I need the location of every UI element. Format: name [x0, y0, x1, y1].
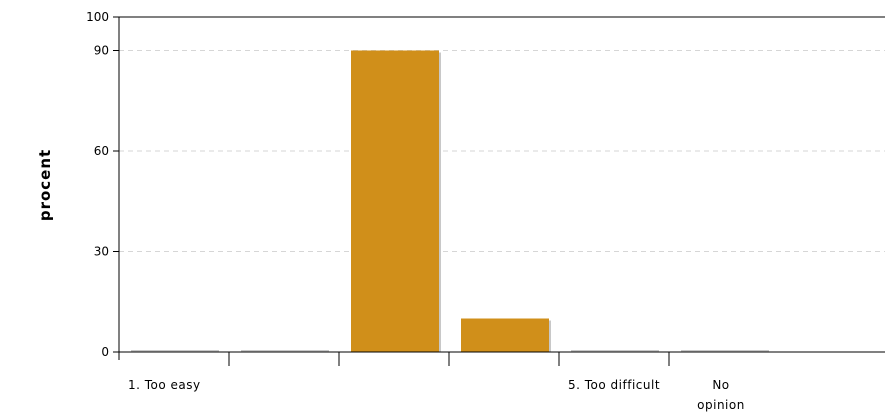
- x-tick-label: 5. Too difficult: [568, 378, 660, 392]
- bar-zero: [681, 350, 769, 352]
- y-tick-label: 90: [94, 44, 109, 58]
- y-tick-label: 0: [101, 345, 109, 359]
- bar-zero: [571, 350, 659, 352]
- y-tick-label: 60: [94, 144, 109, 158]
- y-tick-label: 100: [86, 10, 109, 24]
- y-tick-label: 30: [94, 245, 109, 259]
- y-axis-title: procent: [36, 149, 54, 221]
- bar-zero: [241, 350, 329, 352]
- bar: [351, 50, 439, 352]
- bar: [461, 318, 549, 352]
- x-tick-label: opinion: [697, 398, 745, 412]
- x-tick-label: No: [712, 378, 729, 392]
- bars: [131, 50, 769, 352]
- x-tick-label: 1. Too easy: [128, 378, 201, 392]
- x-tick-labels: 1. Too easy 5. Too difficult No opinion: [128, 378, 745, 412]
- grid-lines: [119, 50, 885, 252]
- bar-zero: [131, 350, 219, 352]
- axes: [113, 16, 885, 366]
- y-tick-labels: 0 30 60 90 100: [86, 10, 109, 359]
